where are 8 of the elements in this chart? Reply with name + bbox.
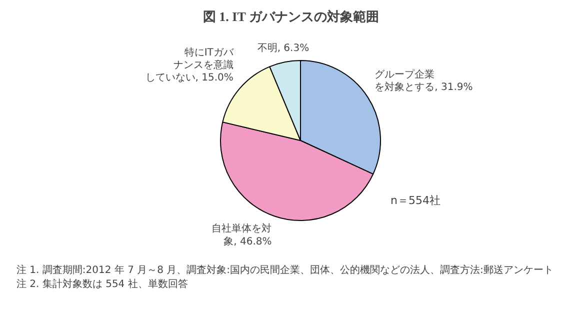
chart-title: 図 1. IT ガバナンスの対象範囲: [202, 9, 379, 24]
text: 注 1. 調査期間:2012 年 7 月～8 月、調査対象:国内の民間企業、団体、公的機関などの法人、調査方法:郵送アンケート: [16, 264, 554, 276]
slice-label: 自社単体を対象, 46.8%: [212, 222, 272, 248]
slice-label: 不明, 6.3%: [257, 43, 310, 54]
text: 注 2. 集計対象数は 554 社、単数回答: [16, 278, 188, 290]
slice-label: グループ企業を対象とする, 31.9%: [374, 68, 473, 94]
slice-label: 特にITガバナンスを意識していない, 15.0%: [145, 46, 234, 84]
text: n＝554社: [390, 194, 440, 207]
